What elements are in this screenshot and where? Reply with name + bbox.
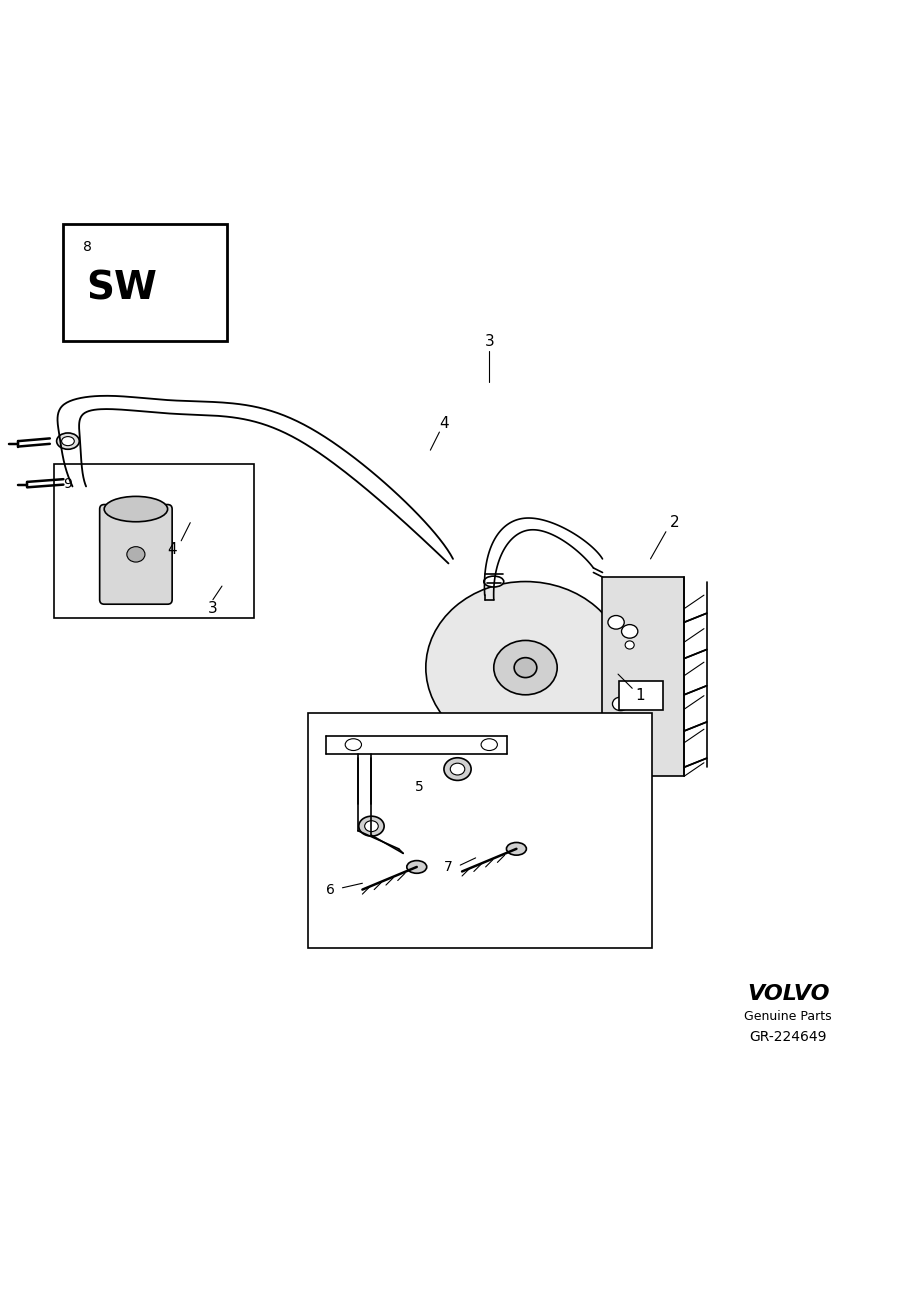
Text: 7: 7 <box>444 860 453 874</box>
FancyBboxPatch shape <box>602 577 684 777</box>
FancyBboxPatch shape <box>100 504 172 604</box>
Text: VOLVO: VOLVO <box>747 983 830 1004</box>
FancyBboxPatch shape <box>619 681 663 711</box>
Text: 5: 5 <box>415 781 424 794</box>
Text: 3: 3 <box>485 334 494 349</box>
Ellipse shape <box>444 757 471 781</box>
Ellipse shape <box>75 477 88 486</box>
Text: 9: 9 <box>63 477 72 491</box>
FancyBboxPatch shape <box>308 713 652 948</box>
Ellipse shape <box>345 739 361 751</box>
Text: 4: 4 <box>168 543 177 557</box>
Text: 6: 6 <box>326 882 335 896</box>
Ellipse shape <box>407 861 427 873</box>
Ellipse shape <box>515 657 536 678</box>
Ellipse shape <box>104 496 168 522</box>
Ellipse shape <box>426 582 625 753</box>
Text: Genuine Parts: Genuine Parts <box>745 1009 832 1022</box>
Ellipse shape <box>506 843 526 855</box>
Ellipse shape <box>364 821 379 831</box>
Ellipse shape <box>608 616 624 629</box>
Text: 2: 2 <box>670 516 680 530</box>
Text: 8: 8 <box>83 240 92 255</box>
Ellipse shape <box>70 474 92 490</box>
Text: 4: 4 <box>439 416 448 430</box>
Ellipse shape <box>62 436 74 446</box>
Ellipse shape <box>481 739 497 751</box>
Text: 3: 3 <box>208 601 217 616</box>
Ellipse shape <box>494 640 557 695</box>
Text: 1: 1 <box>636 688 645 703</box>
FancyBboxPatch shape <box>54 464 254 618</box>
Ellipse shape <box>622 625 638 638</box>
Ellipse shape <box>359 816 384 837</box>
Text: GR-224649: GR-224649 <box>749 1030 827 1044</box>
Ellipse shape <box>450 764 465 776</box>
Text: SW: SW <box>86 269 157 308</box>
Ellipse shape <box>56 433 80 449</box>
Ellipse shape <box>625 640 634 650</box>
Ellipse shape <box>484 577 504 587</box>
Ellipse shape <box>127 547 145 562</box>
FancyBboxPatch shape <box>63 223 226 342</box>
Ellipse shape <box>612 698 629 711</box>
